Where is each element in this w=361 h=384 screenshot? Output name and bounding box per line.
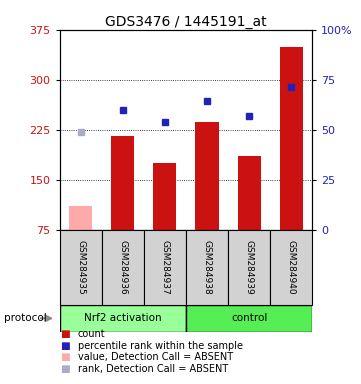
Bar [102, 230, 144, 305]
Bar [60, 305, 186, 332]
Text: GSM284939: GSM284939 [245, 240, 253, 295]
Bar [153, 163, 177, 230]
Bar [270, 230, 312, 305]
Bar [238, 156, 261, 230]
Text: GSM284935: GSM284935 [76, 240, 85, 295]
Text: GSM284938: GSM284938 [203, 240, 212, 295]
Bar [228, 230, 270, 305]
Title: GDS3476 / 1445191_at: GDS3476 / 1445191_at [105, 15, 267, 29]
Text: ■: ■ [60, 329, 69, 339]
Text: GSM284937: GSM284937 [160, 240, 169, 295]
Text: GSM284940: GSM284940 [287, 240, 296, 295]
Bar [69, 206, 92, 230]
Text: GSM284936: GSM284936 [118, 240, 127, 295]
Text: control: control [231, 313, 267, 323]
Bar [195, 122, 218, 230]
Bar [186, 305, 312, 332]
Text: count: count [78, 329, 105, 339]
Bar [60, 230, 102, 305]
Text: percentile rank within the sample: percentile rank within the sample [78, 341, 243, 351]
Text: Nrf2 activation: Nrf2 activation [84, 313, 162, 323]
Bar [186, 230, 228, 305]
Text: protocol: protocol [4, 313, 46, 323]
Bar [144, 230, 186, 305]
Text: ■: ■ [60, 364, 69, 374]
Bar [280, 46, 303, 230]
Text: value, Detection Call = ABSENT: value, Detection Call = ABSENT [78, 352, 233, 362]
Text: rank, Detection Call = ABSENT: rank, Detection Call = ABSENT [78, 364, 228, 374]
Text: ■: ■ [60, 341, 69, 351]
Text: ■: ■ [60, 352, 69, 362]
Bar [111, 136, 134, 230]
